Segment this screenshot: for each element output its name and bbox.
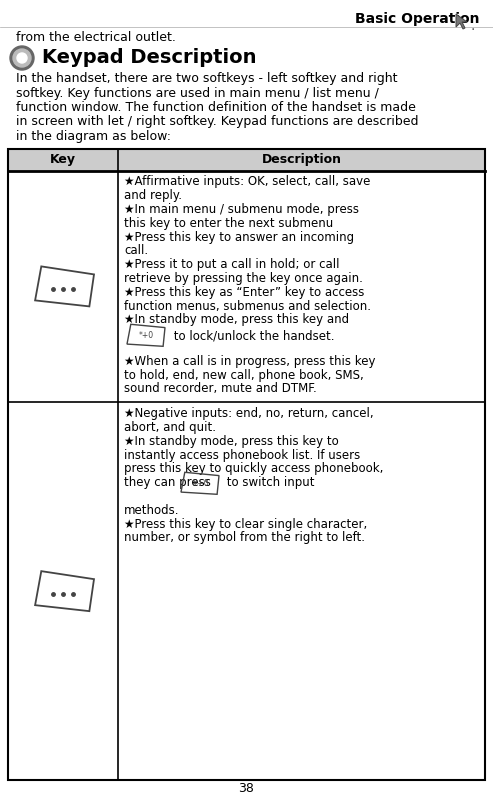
Text: *+0: *+0: [139, 330, 153, 340]
Text: ★Press it to put a call in hold; or call: ★Press it to put a call in hold; or call: [124, 258, 340, 271]
Text: Key: Key: [50, 153, 76, 166]
Text: press this key to quickly access phonebook,: press this key to quickly access phonebo…: [124, 463, 384, 475]
Text: Description: Description: [261, 153, 342, 166]
Text: abort, and quit.: abort, and quit.: [124, 421, 216, 434]
Text: and reply.: and reply.: [124, 190, 182, 202]
Text: In the handset, there are two softkeys - left softkey and right: In the handset, there are two softkeys -…: [16, 72, 397, 85]
Circle shape: [17, 53, 27, 63]
Text: ★In main menu / submenu mode, press: ★In main menu / submenu mode, press: [124, 203, 359, 216]
Text: ★In standby mode, press this key and: ★In standby mode, press this key and: [124, 313, 349, 326]
Text: function menus, submenus and selection.: function menus, submenus and selection.: [124, 300, 371, 313]
Text: number, or symbol from the right to left.: number, or symbol from the right to left…: [124, 531, 365, 544]
Text: ★Affirmative inputs: OK, select, call, save: ★Affirmative inputs: OK, select, call, s…: [124, 176, 370, 189]
Text: call.: call.: [124, 245, 148, 258]
Text: sound recorder, mute and DTMF.: sound recorder, mute and DTMF.: [124, 382, 317, 395]
Text: ★When a call is in progress, press this key: ★When a call is in progress, press this …: [124, 355, 376, 368]
Text: 38: 38: [238, 782, 254, 795]
Text: softkey. Key functions are used in main menu / list menu /: softkey. Key functions are used in main …: [16, 87, 379, 100]
Text: to lock/unlock the handset.: to lock/unlock the handset.: [170, 330, 334, 343]
Text: this key to enter the next submenu: this key to enter the next submenu: [124, 217, 333, 230]
Text: ★Press this key to answer an incoming: ★Press this key to answer an incoming: [124, 231, 354, 244]
Bar: [8, 148, 485, 780]
Text: .: .: [470, 19, 474, 33]
Text: function window. The function definition of the handset is made: function window. The function definition…: [16, 101, 416, 114]
Text: #+0: #+0: [191, 479, 209, 488]
Text: Keypad Description: Keypad Description: [42, 48, 256, 67]
Bar: [8, 148, 485, 170]
Text: in the diagram as below:: in the diagram as below:: [16, 130, 171, 143]
Text: retrieve by pressing the key once again.: retrieve by pressing the key once again.: [124, 272, 363, 285]
Text: from the electrical outlet.: from the electrical outlet.: [16, 31, 176, 44]
Text: ★Press this key as “Enter” key to access: ★Press this key as “Enter” key to access: [124, 286, 364, 299]
Polygon shape: [456, 14, 467, 29]
Text: ★Negative inputs: end, no, return, cancel,: ★Negative inputs: end, no, return, cance…: [124, 407, 374, 420]
Text: methods.: methods.: [124, 504, 179, 517]
Text: Basic Operation: Basic Operation: [355, 12, 480, 26]
Text: to hold, end, new call, phone book, SMS,: to hold, end, new call, phone book, SMS,: [124, 369, 364, 382]
Text: they can press: they can press: [124, 476, 211, 489]
Text: instantly access phonebook list. If users: instantly access phonebook list. If user…: [124, 449, 360, 462]
Text: to switch input: to switch input: [223, 476, 315, 489]
Circle shape: [10, 46, 34, 70]
Circle shape: [13, 49, 31, 67]
Text: ★Press this key to clear single character,: ★Press this key to clear single characte…: [124, 518, 367, 531]
Text: in screen with let / right softkey. Keypad functions are described: in screen with let / right softkey. Keyp…: [16, 116, 419, 129]
Text: ★In standby mode, press this key to: ★In standby mode, press this key to: [124, 435, 339, 448]
